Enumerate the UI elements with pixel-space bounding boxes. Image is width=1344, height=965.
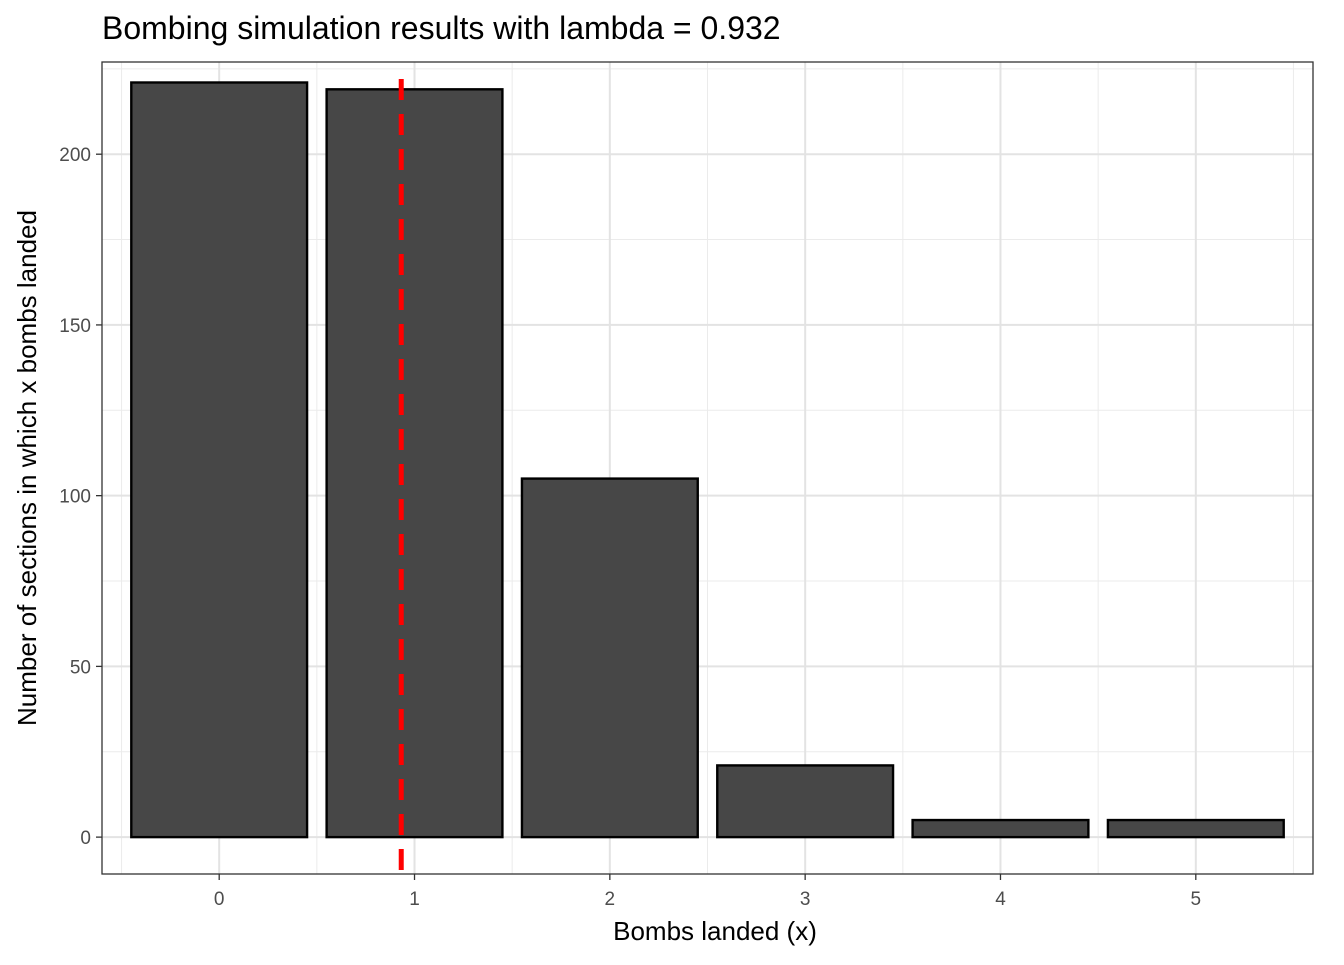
x-tick-label: 1	[409, 889, 420, 910]
y-tick-label: 100	[59, 487, 91, 508]
bar-4	[911, 818, 1090, 839]
y-tick-label: 50	[70, 657, 91, 678]
axes: 0 50 100 150 200 0 1 2 3 4 5	[59, 145, 1201, 910]
bar-5	[1106, 818, 1285, 839]
x-tick-label: 4	[995, 889, 1006, 910]
x-tick-label: 5	[1191, 889, 1202, 910]
y-tick-label: 0	[80, 828, 91, 849]
x-tick-label: 0	[214, 889, 225, 910]
y-tick-label: 200	[59, 145, 91, 166]
bar-3	[716, 764, 895, 839]
bar-1	[325, 88, 504, 839]
y-axis-title: Number of sections in which x bombs land…	[12, 210, 42, 726]
bar-0	[130, 81, 309, 839]
x-tick-label: 2	[605, 889, 616, 910]
chart-title: Bombing simulation results with lambda =…	[102, 10, 781, 46]
y-tick-label: 150	[59, 316, 91, 337]
bars	[130, 81, 1285, 839]
x-tick-label: 3	[800, 889, 811, 910]
bar-2	[520, 477, 699, 839]
x-axis-title: Bombs landed (x)	[613, 916, 817, 946]
plot-border	[101, 61, 1314, 875]
